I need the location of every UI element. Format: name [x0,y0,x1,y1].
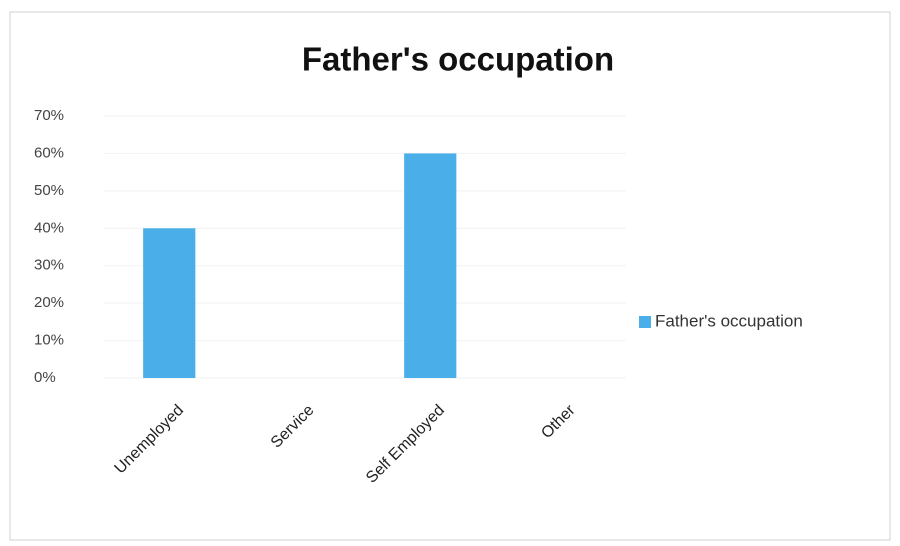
chart-title: Father's occupation [302,41,614,78]
bar [404,153,457,378]
y-tick-label: 60% [34,144,64,161]
y-tick-label: 70% [34,107,64,124]
bar [143,228,196,378]
y-tick-label: 0% [34,369,56,386]
y-tick-label: 10% [34,332,64,349]
y-tick-label: 20% [34,294,64,311]
legend-label: Father's occupation [655,311,803,330]
y-tick-label: 40% [34,219,64,236]
y-tick-label: 50% [34,182,64,199]
legend-swatch [639,316,651,328]
y-tick-label: 30% [34,257,64,274]
